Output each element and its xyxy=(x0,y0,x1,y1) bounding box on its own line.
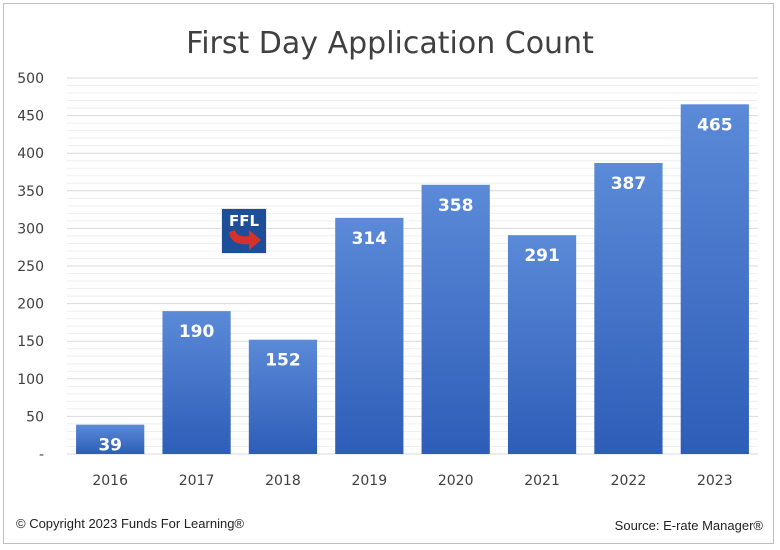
y-tick-label: 500 xyxy=(17,71,44,87)
bar-2019 xyxy=(335,217,404,454)
data-label-2023: 465 xyxy=(697,115,733,135)
y-tick-label: 250 xyxy=(17,259,44,275)
x-tick-label-2022: 2022 xyxy=(611,473,647,489)
ffl-logo-icon: FFL xyxy=(221,208,267,254)
copyright-note: © Copyright 2023 Funds For Learning® xyxy=(16,516,245,531)
x-tick-label-2019: 2019 xyxy=(351,473,387,489)
data-label-2020: 358 xyxy=(438,196,474,216)
bar-2018 xyxy=(248,339,318,454)
logo-text: FFL xyxy=(229,212,259,230)
y-tick-label: 450 xyxy=(17,109,44,125)
data-label-2017: 190 xyxy=(179,322,215,342)
bar-2017 xyxy=(162,311,231,454)
x-tick-label-2021: 2021 xyxy=(524,473,560,489)
bars xyxy=(76,104,749,454)
source-note: Source: E-rate Manager® xyxy=(614,518,763,533)
x-axis-ticks: 2016 2017 2018 2019 2020 2021 2022 2023 xyxy=(92,473,732,489)
y-tick-label: 200 xyxy=(17,297,44,313)
y-tick-label: 50 xyxy=(26,409,44,425)
x-tick-label-2016: 2016 xyxy=(92,473,128,489)
y-tick-label: - xyxy=(39,447,44,463)
y-axis-ticks: - 50 100 150 200 250 300 350 400 450 500 xyxy=(17,71,44,463)
y-tick-label: 300 xyxy=(17,221,44,237)
data-label-2019: 314 xyxy=(352,229,388,249)
chart-title: First Day Application Count xyxy=(186,26,594,61)
y-tick-label: 400 xyxy=(17,146,44,162)
bar-2020 xyxy=(421,184,490,454)
y-tick-label: 150 xyxy=(17,334,44,350)
x-tick-label-2018: 2018 xyxy=(265,473,301,489)
x-tick-label-2023: 2023 xyxy=(697,473,733,489)
x-tick-label-2020: 2020 xyxy=(438,473,474,489)
data-label-2022: 387 xyxy=(611,174,647,194)
data-label-2021: 291 xyxy=(524,246,560,266)
data-label-2016: 39 xyxy=(98,436,122,456)
y-tick-label: 100 xyxy=(17,372,44,388)
bar-2021 xyxy=(507,235,577,454)
y-tick-label: 350 xyxy=(17,184,44,200)
bar-2023 xyxy=(680,104,749,454)
bar-2016 xyxy=(76,424,145,454)
data-labels: 39 190 152 314 358 291 387 465 xyxy=(98,115,732,455)
bar-2022 xyxy=(594,162,663,454)
data-label-2018: 152 xyxy=(265,351,301,371)
x-tick-label-2017: 2017 xyxy=(179,473,215,489)
